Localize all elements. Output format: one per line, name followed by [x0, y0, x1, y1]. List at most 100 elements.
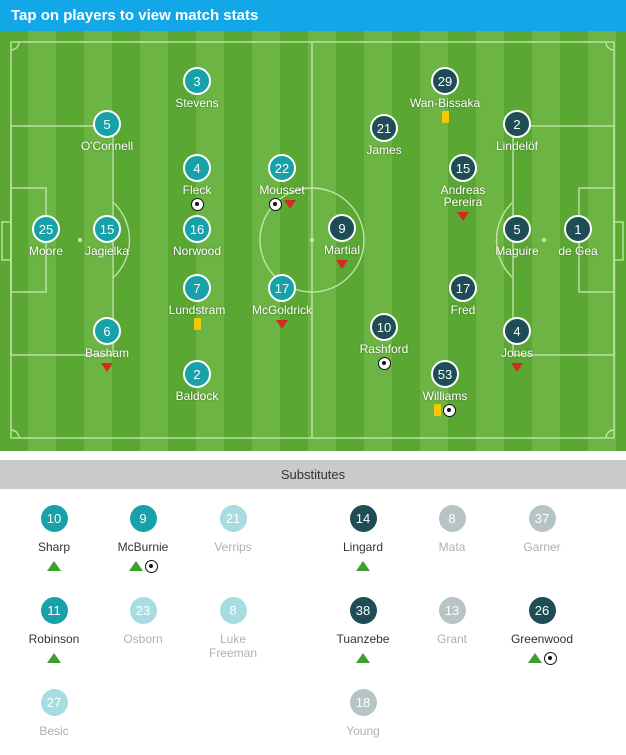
player-name: Jones — [500, 346, 534, 360]
player-number-badge: 15 — [449, 154, 477, 182]
substitute-home[interactable]: 10 Sharp — [0, 505, 109, 573]
substitute-home[interactable]: 11 Robinson — [0, 597, 109, 665]
player-number-badge: 9 — [328, 214, 356, 242]
player-name: O'Connell — [80, 139, 134, 153]
player-home[interactable]: 25 Moore — [0, 215, 106, 257]
player-name: Lindelöf — [495, 139, 539, 153]
player-home[interactable]: 4 Fleck — [137, 154, 257, 211]
sub-name: Osborn — [123, 632, 163, 646]
sub-number-badge: 8 — [438, 505, 466, 532]
player-events — [385, 403, 505, 417]
player-name: Basham — [84, 346, 130, 360]
substituted-on-arrow-icon — [128, 561, 143, 571]
player-home[interactable]: 15 Jagielka — [47, 215, 167, 257]
sub-name: McBurnie — [117, 540, 169, 554]
player-name: Williams — [422, 389, 468, 403]
player-home[interactable]: 17 McGoldrick — [222, 274, 342, 331]
substitute-home[interactable]: 9 McBurnie — [88, 505, 198, 573]
sub-name: Young — [346, 724, 380, 738]
substituted-on-arrow-icon — [47, 653, 61, 663]
player-away[interactable]: 1 de Gea — [518, 215, 626, 257]
player-away[interactable]: 29 Wan-Bissaka — [385, 67, 505, 124]
player-name: McGoldrick — [251, 303, 312, 317]
player-away[interactable]: 17 Fred — [403, 274, 523, 316]
player-away[interactable]: 53 Williams — [385, 360, 505, 417]
substitute-away[interactable]: 18 Young — [308, 689, 418, 738]
player-events — [222, 317, 342, 331]
player-home[interactable]: 2 Baldock — [137, 360, 257, 402]
player-number-badge: 16 — [183, 215, 211, 243]
substitute-home[interactable]: 23 Osborn — [88, 597, 198, 646]
sub-name: Garner — [523, 540, 561, 554]
sub-name: Mata — [438, 540, 466, 554]
substitute-away[interactable]: 14 Lingard — [308, 505, 418, 573]
player-number-badge: 29 — [431, 67, 459, 95]
player-away[interactable]: 21 James — [324, 114, 444, 156]
goal-ball-icon — [443, 403, 456, 417]
player-number-badge: 53 — [431, 360, 459, 388]
substituted-off-arrow-icon — [283, 199, 296, 209]
substitute-home[interactable]: 8 Luke Freeman — [178, 597, 288, 660]
goal-ball-icon — [144, 559, 158, 573]
player-home[interactable]: 16 Norwood — [137, 215, 257, 257]
substituted-off-arrow-icon — [276, 319, 288, 329]
player-events — [457, 360, 577, 374]
substitute-away[interactable]: 26 Greenwood — [487, 597, 597, 665]
sub-name: Sharp — [37, 540, 71, 554]
player-away[interactable]: 4 Jones — [457, 317, 577, 374]
player-name: James — [366, 143, 402, 157]
substitute-away[interactable]: 8 Mata — [397, 505, 507, 554]
player-number-badge: 5 — [93, 110, 121, 138]
sub-number-badge: 11 — [40, 597, 68, 624]
player-number-badge: 6 — [93, 317, 121, 345]
player-away[interactable]: 5 Maguire — [457, 215, 577, 257]
player-name: Moore — [28, 244, 63, 258]
goal-ball-icon — [190, 197, 204, 211]
yellow-card-icon — [441, 111, 449, 123]
player-home[interactable]: 3 Stevens — [137, 67, 257, 109]
sub-name: Lingard — [342, 540, 384, 554]
substitutes-header: Substitutes — [0, 460, 626, 489]
sub-number-badge: 9 — [129, 505, 157, 532]
substituted-off-arrow-icon — [336, 259, 348, 269]
substitute-away[interactable]: 37 Garner — [487, 505, 597, 554]
substitute-away[interactable]: 38 Tuanzebe — [308, 597, 418, 665]
sub-number-badge: 13 — [438, 597, 466, 624]
substituted-off-arrow-icon — [457, 211, 469, 221]
player-number-badge: 2 — [503, 110, 531, 138]
goal-ball-icon — [377, 356, 391, 370]
sub-name: Greenwood — [510, 632, 574, 646]
sub-events — [308, 651, 418, 665]
player-home[interactable]: 5 O'Connell — [47, 110, 167, 152]
player-name: Stevens — [175, 96, 219, 110]
player-name: Mousset — [259, 183, 305, 197]
sub-number-badge: 37 — [528, 505, 556, 532]
player-away[interactable]: 15 Andreas Pereira — [403, 154, 523, 223]
substitute-home[interactable]: 27 Besic — [0, 689, 109, 738]
sub-number-badge: 8 — [219, 597, 247, 624]
player-away[interactable]: 9 Martial — [282, 214, 402, 271]
sub-number-badge: 38 — [349, 597, 377, 624]
sub-events — [0, 559, 109, 573]
player-away[interactable]: 10 Rashford — [324, 313, 444, 370]
player-away[interactable]: 2 Lindelöf — [457, 110, 577, 152]
sub-number-badge: 21 — [219, 505, 247, 532]
pitch-markings — [1, 41, 624, 439]
sub-events — [0, 651, 109, 665]
player-name: Jagielka — [84, 244, 130, 258]
player-number-badge: 15 — [93, 215, 121, 243]
player-events — [324, 356, 444, 370]
substitute-home[interactable]: 21 Verrips — [178, 505, 288, 554]
player-home[interactable]: 7 Lundstram — [137, 274, 257, 331]
substituted-on-arrow-icon — [356, 653, 370, 663]
player-number-badge: 5 — [503, 215, 531, 243]
player-home[interactable]: 22 Mousset — [222, 154, 342, 211]
sub-name: Robinson — [28, 632, 80, 646]
player-events — [47, 360, 167, 374]
player-name: Fred — [450, 303, 476, 317]
player-number-badge: 21 — [370, 114, 398, 142]
player-name: Baldock — [175, 389, 219, 403]
player-home[interactable]: 6 Basham — [47, 317, 167, 374]
substitute-away[interactable]: 13 Grant — [397, 597, 507, 646]
player-number-badge: 17 — [268, 274, 296, 302]
